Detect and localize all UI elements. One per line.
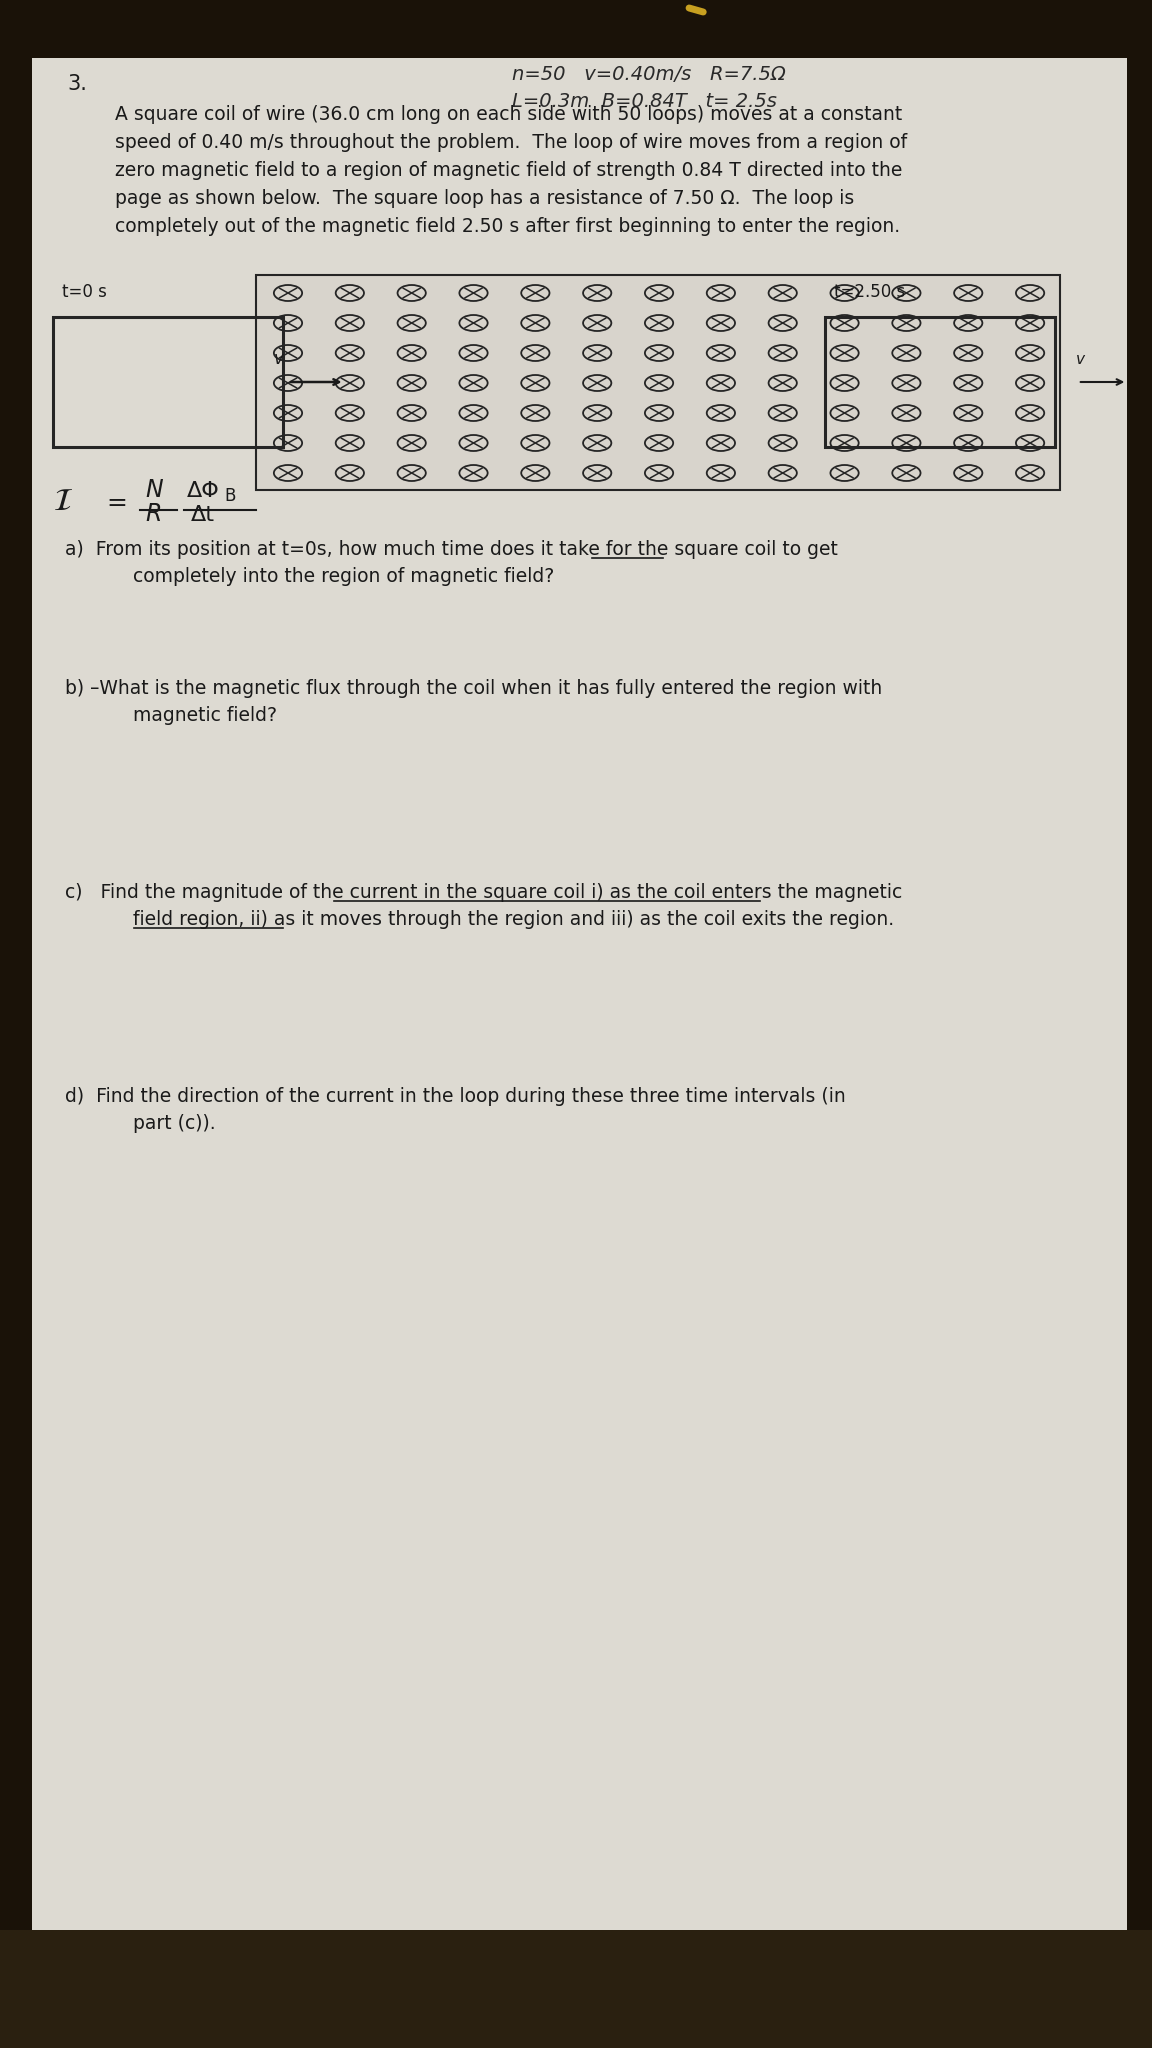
Text: v: v: [274, 350, 283, 369]
Text: completely into the region of magnetic field?: completely into the region of magnetic f…: [132, 567, 554, 586]
Text: b) –What is the magnetic flux through the coil when it has fully entered the reg: b) –What is the magnetic flux through th…: [66, 680, 882, 698]
Bar: [825, 317, 1055, 446]
Text: a)  From its position at t=0s, how much time does it take for the square coil to: a) From its position at t=0s, how much t…: [66, 541, 839, 559]
Text: magnetic field?: magnetic field?: [132, 707, 276, 725]
Text: A square coil of wire (36.0 cm long on each side with 50 loops) moves at a const: A square coil of wire (36.0 cm long on e…: [115, 104, 902, 125]
Text: zero magnetic field to a region of magnetic field of strength 0.84 T directed in: zero magnetic field to a region of magne…: [115, 162, 902, 180]
Text: 3.: 3.: [67, 74, 88, 94]
Text: R: R: [145, 502, 161, 526]
Text: c)   Find the magnitude of the current in the square coil i) as the coil enters : c) Find the magnitude of the current in …: [66, 883, 903, 901]
Text: part (c)).: part (c)).: [132, 1114, 215, 1133]
Text: d)  Find the direction of the current in the loop during these three time interv: d) Find the direction of the current in …: [66, 1087, 846, 1106]
Text: N: N: [145, 477, 162, 502]
Text: ΔΦ: ΔΦ: [188, 481, 220, 502]
Text: $\mathcal{I}$: $\mathcal{I}$: [53, 487, 73, 516]
Bar: [53, 317, 282, 446]
Text: Δt: Δt: [191, 506, 214, 524]
FancyBboxPatch shape: [32, 55, 1128, 1935]
Text: speed of 0.40 m/s throughout the problem.  The loop of wire moves from a region : speed of 0.40 m/s throughout the problem…: [115, 133, 907, 152]
Text: B: B: [225, 487, 236, 506]
Text: v: v: [1076, 352, 1085, 367]
Text: t=2.50 s: t=2.50 s: [834, 283, 905, 301]
Bar: [0, 0, 1152, 57]
Text: =: =: [106, 492, 127, 514]
Text: n=50   v=0.40m/s   R=7.5Ω: n=50 v=0.40m/s R=7.5Ω: [513, 66, 786, 84]
Bar: [0, 1929, 1152, 2048]
Bar: [256, 274, 1060, 489]
Text: t=0 s: t=0 s: [62, 283, 107, 301]
Text: page as shown below.  The square loop has a resistance of 7.50 Ω.  The loop is: page as shown below. The square loop has…: [115, 188, 854, 209]
Text: L=0.3m  B=0.84T   t= 2.5s: L=0.3m B=0.84T t= 2.5s: [513, 92, 778, 111]
Text: completely out of the magnetic field 2.50 s after first beginning to enter the r: completely out of the magnetic field 2.5…: [115, 217, 900, 236]
Text: field region, ii) as it moves through the region and iii) as the coil exits the : field region, ii) as it moves through th…: [132, 909, 894, 930]
